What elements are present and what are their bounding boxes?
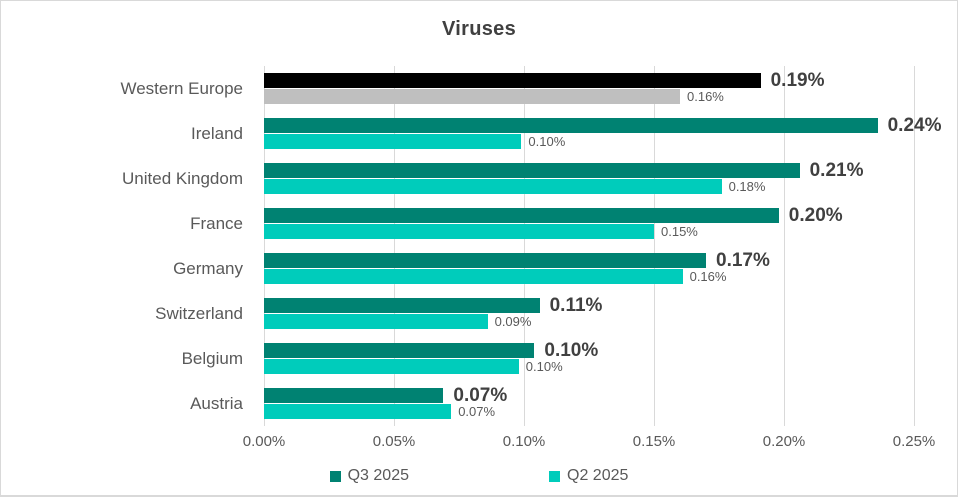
x-axis-tick-label: 0.10% — [502, 433, 546, 450]
chart-title: Viruses — [441, 18, 516, 40]
bar-line-q3: 0.10% — [264, 340, 914, 361]
bar-q2-value-label: 0.18% — [728, 179, 766, 194]
bar-line-q2: 0.07% — [264, 404, 914, 419]
bar-q2 — [264, 269, 683, 284]
bar-q2-value-label: 0.16% — [689, 269, 727, 284]
bar-line-q2: 0.10% — [264, 359, 914, 374]
bar-line-q2: 0.15% — [264, 224, 914, 239]
legend-label: Q2 2025 — [567, 467, 629, 484]
gridline — [394, 66, 395, 426]
bar-line-q3: 0.19% — [264, 70, 914, 91]
category-label: United Kingdom — [122, 168, 243, 188]
x-axis-tick-label: 0.05% — [372, 433, 416, 450]
bar-line-q2: 0.18% — [264, 179, 914, 194]
bar-q3 — [264, 73, 761, 88]
bar-line-q3: 0.21% — [264, 160, 914, 181]
bar-q2 — [264, 179, 722, 194]
bar-group: 0.17% 0.16% — [264, 246, 914, 291]
bar-line-q3: 0.24% — [264, 115, 941, 136]
bar-group: 0.11% 0.09% — [264, 291, 914, 336]
category-label: Switzerland — [155, 303, 243, 323]
bar-q2-value-label: 0.10% — [528, 134, 566, 149]
category-label: Germany — [173, 258, 243, 278]
bar-group: 0.19% 0.16% — [264, 66, 914, 111]
category-axis-labels: Western Europe Ireland United Kingdom Franc… — [1, 66, 254, 426]
bar-line-q3: 0.11% — [264, 295, 914, 316]
bar-q3-value-label: 0.20% — [788, 204, 843, 226]
bar-line-q2: 0.16% — [264, 89, 914, 104]
bar-group: 0.20% 0.15% — [264, 201, 914, 246]
bar-line-q2: 0.10% — [264, 134, 914, 149]
bar-q2-value-label: 0.16% — [687, 89, 724, 104]
legend-item: Q2 2025 — [549, 467, 628, 485]
legend: Q3 2025 Q2 2025 — [1, 467, 957, 485]
x-axis-tick-label: 0.25% — [892, 433, 936, 450]
gridline — [264, 66, 265, 426]
bar-q3-value-label: 0.19% — [770, 69, 825, 91]
category-label: Belgium — [181, 348, 243, 368]
bar-q3 — [264, 163, 800, 178]
bar-group: 0.10% 0.10% — [264, 336, 914, 381]
bar-q2-value-label: 0.10% — [525, 359, 563, 374]
gridline — [914, 66, 915, 426]
bar-q3-value-label: 0.24% — [887, 114, 942, 136]
category-label: Austria — [190, 393, 243, 413]
legend-item: Q3 2025 — [329, 467, 409, 485]
bar-q3 — [264, 298, 540, 313]
bar-line-q3: 0.17% — [264, 250, 914, 271]
bar-q3 — [264, 343, 535, 358]
category-label: Western Europe — [120, 78, 243, 98]
bar-q2-value-label: 0.15% — [661, 224, 698, 239]
category-label: Ireland — [191, 123, 243, 143]
bar-q3 — [264, 388, 444, 403]
plot-area: 0.19% 0.16% 0.24% 0.10% 0.21% 0.18% 0.20… — [264, 66, 941, 426]
bar-q3-value-label: 0.21% — [809, 159, 864, 181]
category-label: France — [190, 213, 243, 233]
bar-q3-value-label: 0.10% — [544, 339, 599, 361]
gridline — [784, 66, 785, 426]
legend-swatch-icon — [329, 470, 341, 482]
bar-line-q2: 0.16% — [264, 269, 914, 284]
bar-q3-value-label: 0.11% — [549, 294, 603, 316]
x-axis-tick-label: 0.15% — [632, 433, 676, 450]
bar-q2 — [264, 134, 522, 149]
bar-line-q3: 0.07% — [264, 385, 914, 406]
x-axis: 0.00% 0.05% 0.10% 0.15% 0.20% 0.25% — [243, 433, 936, 453]
bar-line-q3: 0.20% — [264, 205, 914, 226]
bar-q2-value-label: 0.07% — [458, 404, 496, 419]
bar-q3-value-label: 0.07% — [453, 384, 508, 406]
x-axis-tick-label: 0.20% — [762, 433, 806, 450]
bar-q2 — [264, 224, 654, 239]
bar-group: 0.24% 0.10% — [264, 111, 941, 156]
bar-group: 0.21% 0.18% — [264, 156, 914, 201]
legend-swatch-icon — [549, 470, 560, 482]
x-axis-tick-label: 0.00% — [242, 433, 286, 450]
bar-q2 — [264, 404, 452, 419]
bar-q3-value-label: 0.17% — [716, 249, 770, 271]
bar-q2 — [264, 89, 680, 104]
bar-q3 — [264, 208, 779, 223]
bar-group: 0.07% 0.07% — [264, 381, 914, 426]
gridline — [654, 66, 655, 426]
bar-q2-value-label: 0.09% — [494, 314, 532, 329]
bar-q3 — [264, 253, 706, 268]
bar-line-q2: 0.09% — [264, 314, 914, 329]
bar-q2 — [264, 359, 519, 374]
legend-label: Q3 2025 — [347, 467, 409, 484]
gridline — [524, 66, 525, 426]
bar-q3 — [264, 118, 878, 133]
bar-q2 — [264, 314, 488, 329]
